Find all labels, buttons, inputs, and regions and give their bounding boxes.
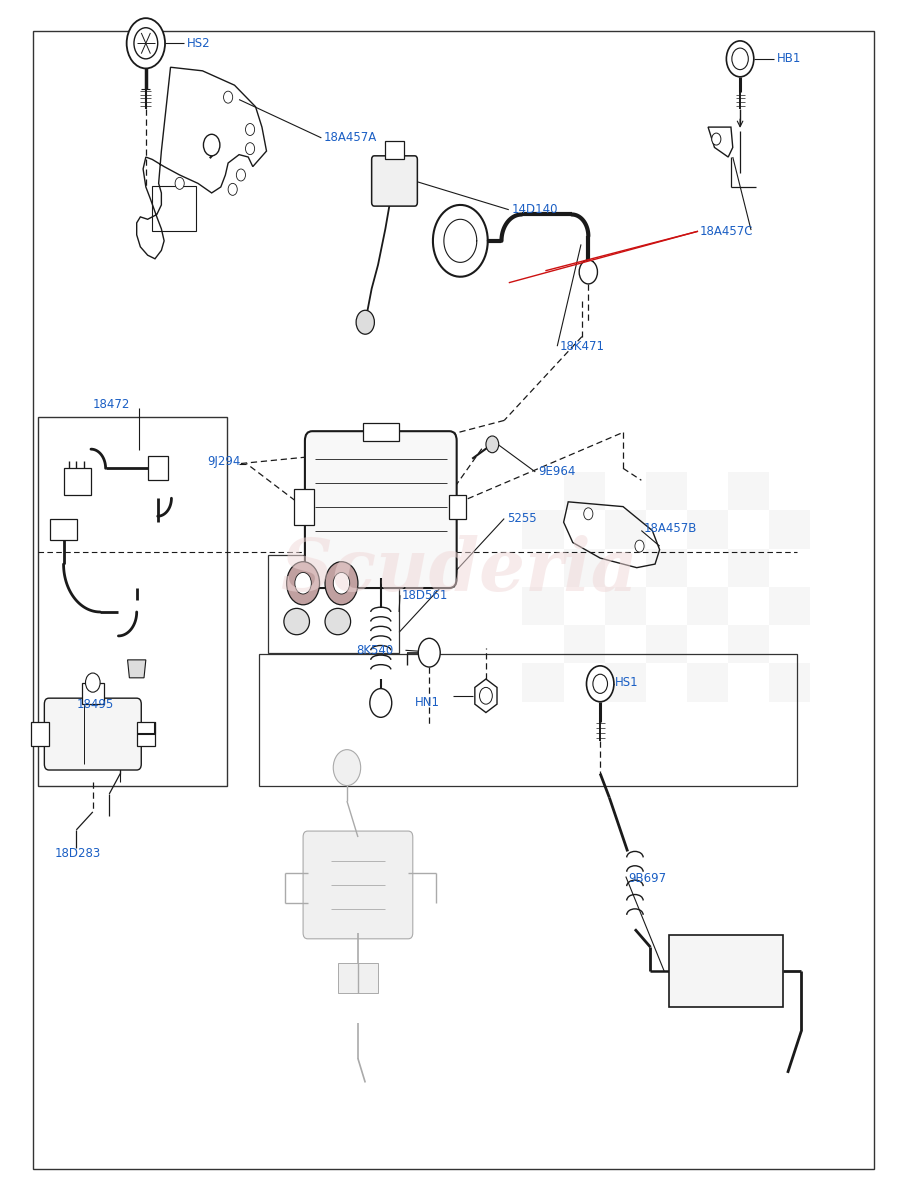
Bar: [38, 416, 227, 786]
Bar: [260, 654, 797, 786]
Bar: [687, 664, 728, 702]
Circle shape: [486, 436, 499, 452]
Text: 9E964: 9E964: [538, 466, 575, 479]
Bar: [605, 510, 646, 548]
Circle shape: [237, 169, 246, 181]
Bar: [769, 587, 811, 625]
Circle shape: [175, 178, 184, 190]
Circle shape: [246, 143, 255, 155]
Text: 18472: 18472: [93, 398, 130, 412]
Bar: [687, 587, 728, 625]
Circle shape: [134, 28, 158, 59]
Text: HB1: HB1: [777, 53, 801, 65]
Circle shape: [356, 311, 374, 335]
Text: 9B697: 9B697: [628, 872, 667, 886]
Bar: [82, 683, 104, 704]
Bar: [523, 510, 564, 548]
Polygon shape: [475, 679, 497, 713]
Text: 9J294: 9J294: [207, 455, 240, 468]
Bar: [337, 962, 378, 992]
Circle shape: [593, 674, 608, 694]
Bar: [523, 664, 564, 702]
Bar: [564, 548, 605, 587]
Text: Scuderia: Scuderia: [280, 534, 637, 606]
Circle shape: [732, 48, 748, 70]
Text: 18D283: 18D283: [54, 847, 101, 860]
Bar: [362, 422, 399, 440]
Bar: [30, 722, 49, 746]
FancyBboxPatch shape: [304, 832, 413, 938]
Text: 18A457A: 18A457A: [324, 131, 378, 144]
Text: 18D561: 18D561: [402, 589, 448, 601]
Bar: [294, 488, 314, 524]
Bar: [564, 625, 605, 664]
Text: 8K540: 8K540: [356, 643, 393, 656]
Circle shape: [580, 260, 598, 284]
Bar: [728, 625, 769, 664]
Bar: [269, 554, 399, 653]
Circle shape: [325, 562, 358, 605]
Text: HN1: HN1: [414, 696, 439, 709]
Circle shape: [127, 18, 165, 68]
Text: 5255: 5255: [507, 512, 536, 526]
Bar: [137, 722, 155, 746]
Bar: [385, 142, 403, 160]
Circle shape: [333, 572, 349, 594]
Bar: [605, 664, 646, 702]
Text: HS1: HS1: [614, 676, 638, 689]
Text: 18A457C: 18A457C: [700, 224, 754, 238]
Bar: [769, 510, 811, 548]
Circle shape: [228, 184, 238, 196]
Bar: [646, 472, 687, 510]
Bar: [728, 548, 769, 587]
Bar: [564, 472, 605, 510]
Text: 14D140: 14D140: [512, 203, 558, 216]
Text: 18K471: 18K471: [560, 340, 605, 353]
Bar: [646, 625, 687, 664]
FancyBboxPatch shape: [371, 156, 417, 206]
Bar: [50, 518, 77, 540]
Bar: [605, 587, 646, 625]
Bar: [687, 510, 728, 548]
FancyBboxPatch shape: [44, 698, 141, 770]
Bar: [769, 664, 811, 702]
Circle shape: [333, 750, 360, 786]
Text: 18A457B: 18A457B: [643, 522, 697, 535]
Bar: [728, 472, 769, 510]
Circle shape: [204, 134, 220, 156]
Ellipse shape: [284, 608, 309, 635]
FancyBboxPatch shape: [305, 431, 457, 588]
Bar: [63, 468, 91, 494]
Bar: [668, 935, 783, 1007]
Circle shape: [85, 673, 100, 692]
Bar: [646, 548, 687, 587]
Circle shape: [295, 572, 311, 594]
Polygon shape: [127, 660, 146, 678]
Circle shape: [370, 689, 392, 718]
Bar: [152, 186, 196, 232]
Circle shape: [587, 666, 613, 702]
Text: 18495: 18495: [76, 697, 114, 710]
Circle shape: [712, 133, 721, 145]
Circle shape: [480, 688, 492, 704]
Bar: [148, 456, 168, 480]
Circle shape: [246, 124, 255, 136]
Circle shape: [224, 91, 233, 103]
Bar: [523, 587, 564, 625]
Ellipse shape: [325, 608, 350, 635]
Circle shape: [635, 540, 644, 552]
Circle shape: [726, 41, 754, 77]
Circle shape: [584, 508, 593, 520]
Circle shape: [418, 638, 440, 667]
Circle shape: [287, 562, 319, 605]
Text: HS2: HS2: [187, 37, 211, 49]
Bar: [449, 494, 466, 518]
